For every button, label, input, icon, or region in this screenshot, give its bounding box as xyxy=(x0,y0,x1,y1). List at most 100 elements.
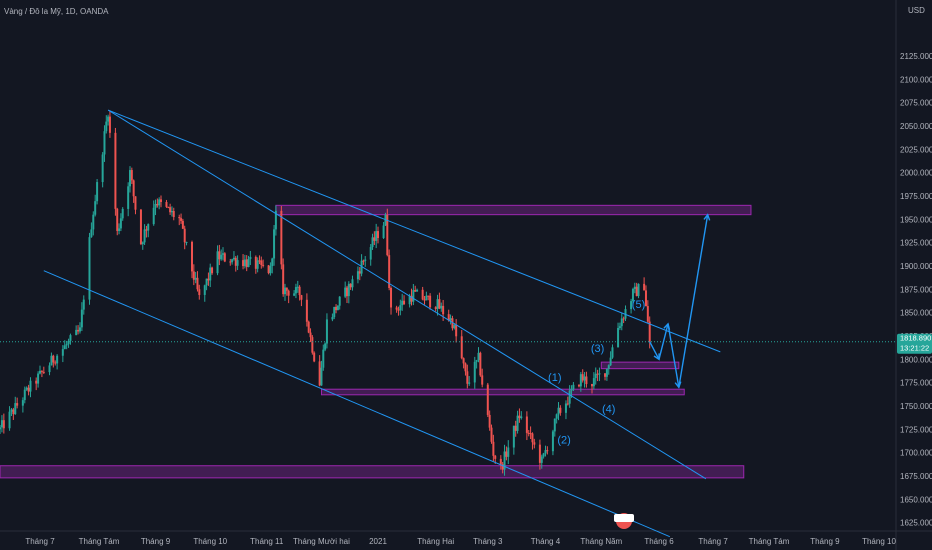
candle-body xyxy=(27,387,30,392)
candle-body xyxy=(643,283,646,291)
candle-body xyxy=(512,425,515,448)
candle-body xyxy=(205,278,208,286)
candle-body xyxy=(16,403,19,406)
candle-body xyxy=(369,247,372,260)
candle-body xyxy=(555,414,558,419)
candle-body xyxy=(447,314,450,321)
candle-body xyxy=(399,305,402,311)
candle-body xyxy=(322,349,325,368)
candle-body xyxy=(307,321,310,333)
candle-body xyxy=(572,384,575,390)
candle-body xyxy=(284,287,286,295)
candle-body xyxy=(520,416,523,419)
candle-body xyxy=(338,296,341,306)
candle-body xyxy=(412,290,415,302)
candle-body xyxy=(466,371,469,384)
time-tick-label: Tháng 10 xyxy=(862,537,896,546)
candle-body xyxy=(566,403,569,405)
candle-body xyxy=(56,355,59,364)
time-axis[interactable]: Tháng 7 Tháng Tám Tháng 9 Tháng 10 Tháng 11 T… xyxy=(25,537,896,546)
candle-body xyxy=(156,203,159,206)
candle-body xyxy=(514,425,517,431)
candle-body xyxy=(298,286,301,296)
candle-body xyxy=(14,403,17,415)
candle-body xyxy=(8,411,11,429)
candle-body xyxy=(180,218,183,221)
candle-body xyxy=(617,328,620,348)
candle-body xyxy=(384,214,387,226)
candle-body xyxy=(243,259,246,267)
candle-body xyxy=(2,420,5,429)
candle-body xyxy=(65,344,68,346)
time-tick-label: Tháng 11 xyxy=(250,537,284,546)
candle-body xyxy=(585,376,588,385)
candle-body xyxy=(416,289,419,292)
candle-body xyxy=(127,186,130,209)
wave-label: (4) xyxy=(602,404,615,416)
candle-body xyxy=(220,254,223,260)
candle-body xyxy=(440,305,443,309)
candle-body xyxy=(421,289,424,300)
candle-body xyxy=(427,295,430,297)
candle-body xyxy=(377,231,379,238)
price-tick-label: 1850.000 xyxy=(900,309,932,318)
projection-segment xyxy=(658,323,669,360)
candle-body xyxy=(644,290,647,307)
candle-body xyxy=(531,433,534,443)
candle-body xyxy=(147,224,150,231)
candle-body xyxy=(203,285,206,295)
price-axis[interactable]: 1625.000 1650.000 1675.000 1700.000 1725.000… xyxy=(900,52,932,528)
candle-body xyxy=(546,450,549,452)
candle-body xyxy=(335,306,338,311)
candle-body xyxy=(218,251,221,260)
candle-body xyxy=(294,287,297,294)
candle-body xyxy=(529,433,532,435)
price-tick-label: 2075.000 xyxy=(900,99,932,108)
candle-body xyxy=(486,384,489,415)
candle-body xyxy=(410,295,413,302)
candle-body xyxy=(408,295,411,305)
candle-body xyxy=(553,418,556,432)
candle-body xyxy=(503,451,506,470)
candle-body xyxy=(254,256,257,269)
candle-body xyxy=(285,287,288,291)
candle-body xyxy=(434,307,437,309)
candle-body xyxy=(158,199,161,206)
candle-body xyxy=(622,318,625,320)
candle-body xyxy=(269,266,272,274)
candle-body xyxy=(172,210,175,218)
candle-body xyxy=(80,309,83,328)
candle-body xyxy=(287,290,290,296)
candle-body xyxy=(108,116,111,133)
candle-body xyxy=(280,210,283,265)
trendline xyxy=(107,109,721,353)
projection-segment xyxy=(649,341,660,360)
candle-body xyxy=(90,229,93,238)
time-tick-label: Tháng Hai xyxy=(417,537,454,546)
candle-body xyxy=(609,357,612,366)
candle-body xyxy=(475,360,478,362)
price-tick-label: 2050.000 xyxy=(900,122,932,131)
candle-body xyxy=(356,271,359,280)
candle-body xyxy=(222,253,224,255)
candle-body xyxy=(165,202,168,207)
candle-body xyxy=(390,287,393,308)
candle-body xyxy=(388,255,391,288)
candle-body xyxy=(160,199,162,203)
candle-body xyxy=(620,318,623,327)
zones-layer xyxy=(0,204,752,479)
candle-body xyxy=(624,309,627,319)
candle-body xyxy=(313,352,316,362)
price-tick-label: 1800.000 xyxy=(900,355,932,364)
time-tick-label: Tháng Mười hai xyxy=(293,537,350,546)
candle-body xyxy=(477,352,480,361)
candle-body xyxy=(462,358,465,364)
candle-body xyxy=(309,332,312,338)
candle-body xyxy=(635,286,638,297)
candle-body xyxy=(0,427,2,430)
candle-body xyxy=(525,416,528,433)
candle-body xyxy=(247,259,250,268)
candle-body xyxy=(395,307,398,310)
candle-body xyxy=(401,300,404,306)
